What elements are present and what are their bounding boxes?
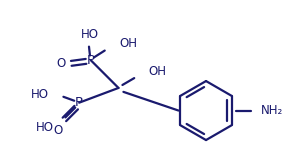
Text: HO: HO — [36, 121, 54, 134]
Text: NH₂: NH₂ — [261, 104, 283, 117]
Text: OH: OH — [119, 37, 137, 50]
Text: P: P — [87, 54, 95, 67]
Text: OH: OH — [148, 65, 166, 78]
Text: HO: HO — [31, 88, 49, 101]
Text: O: O — [53, 124, 62, 137]
Text: P: P — [75, 96, 83, 109]
Text: HO: HO — [81, 28, 99, 41]
Text: O: O — [57, 57, 66, 70]
